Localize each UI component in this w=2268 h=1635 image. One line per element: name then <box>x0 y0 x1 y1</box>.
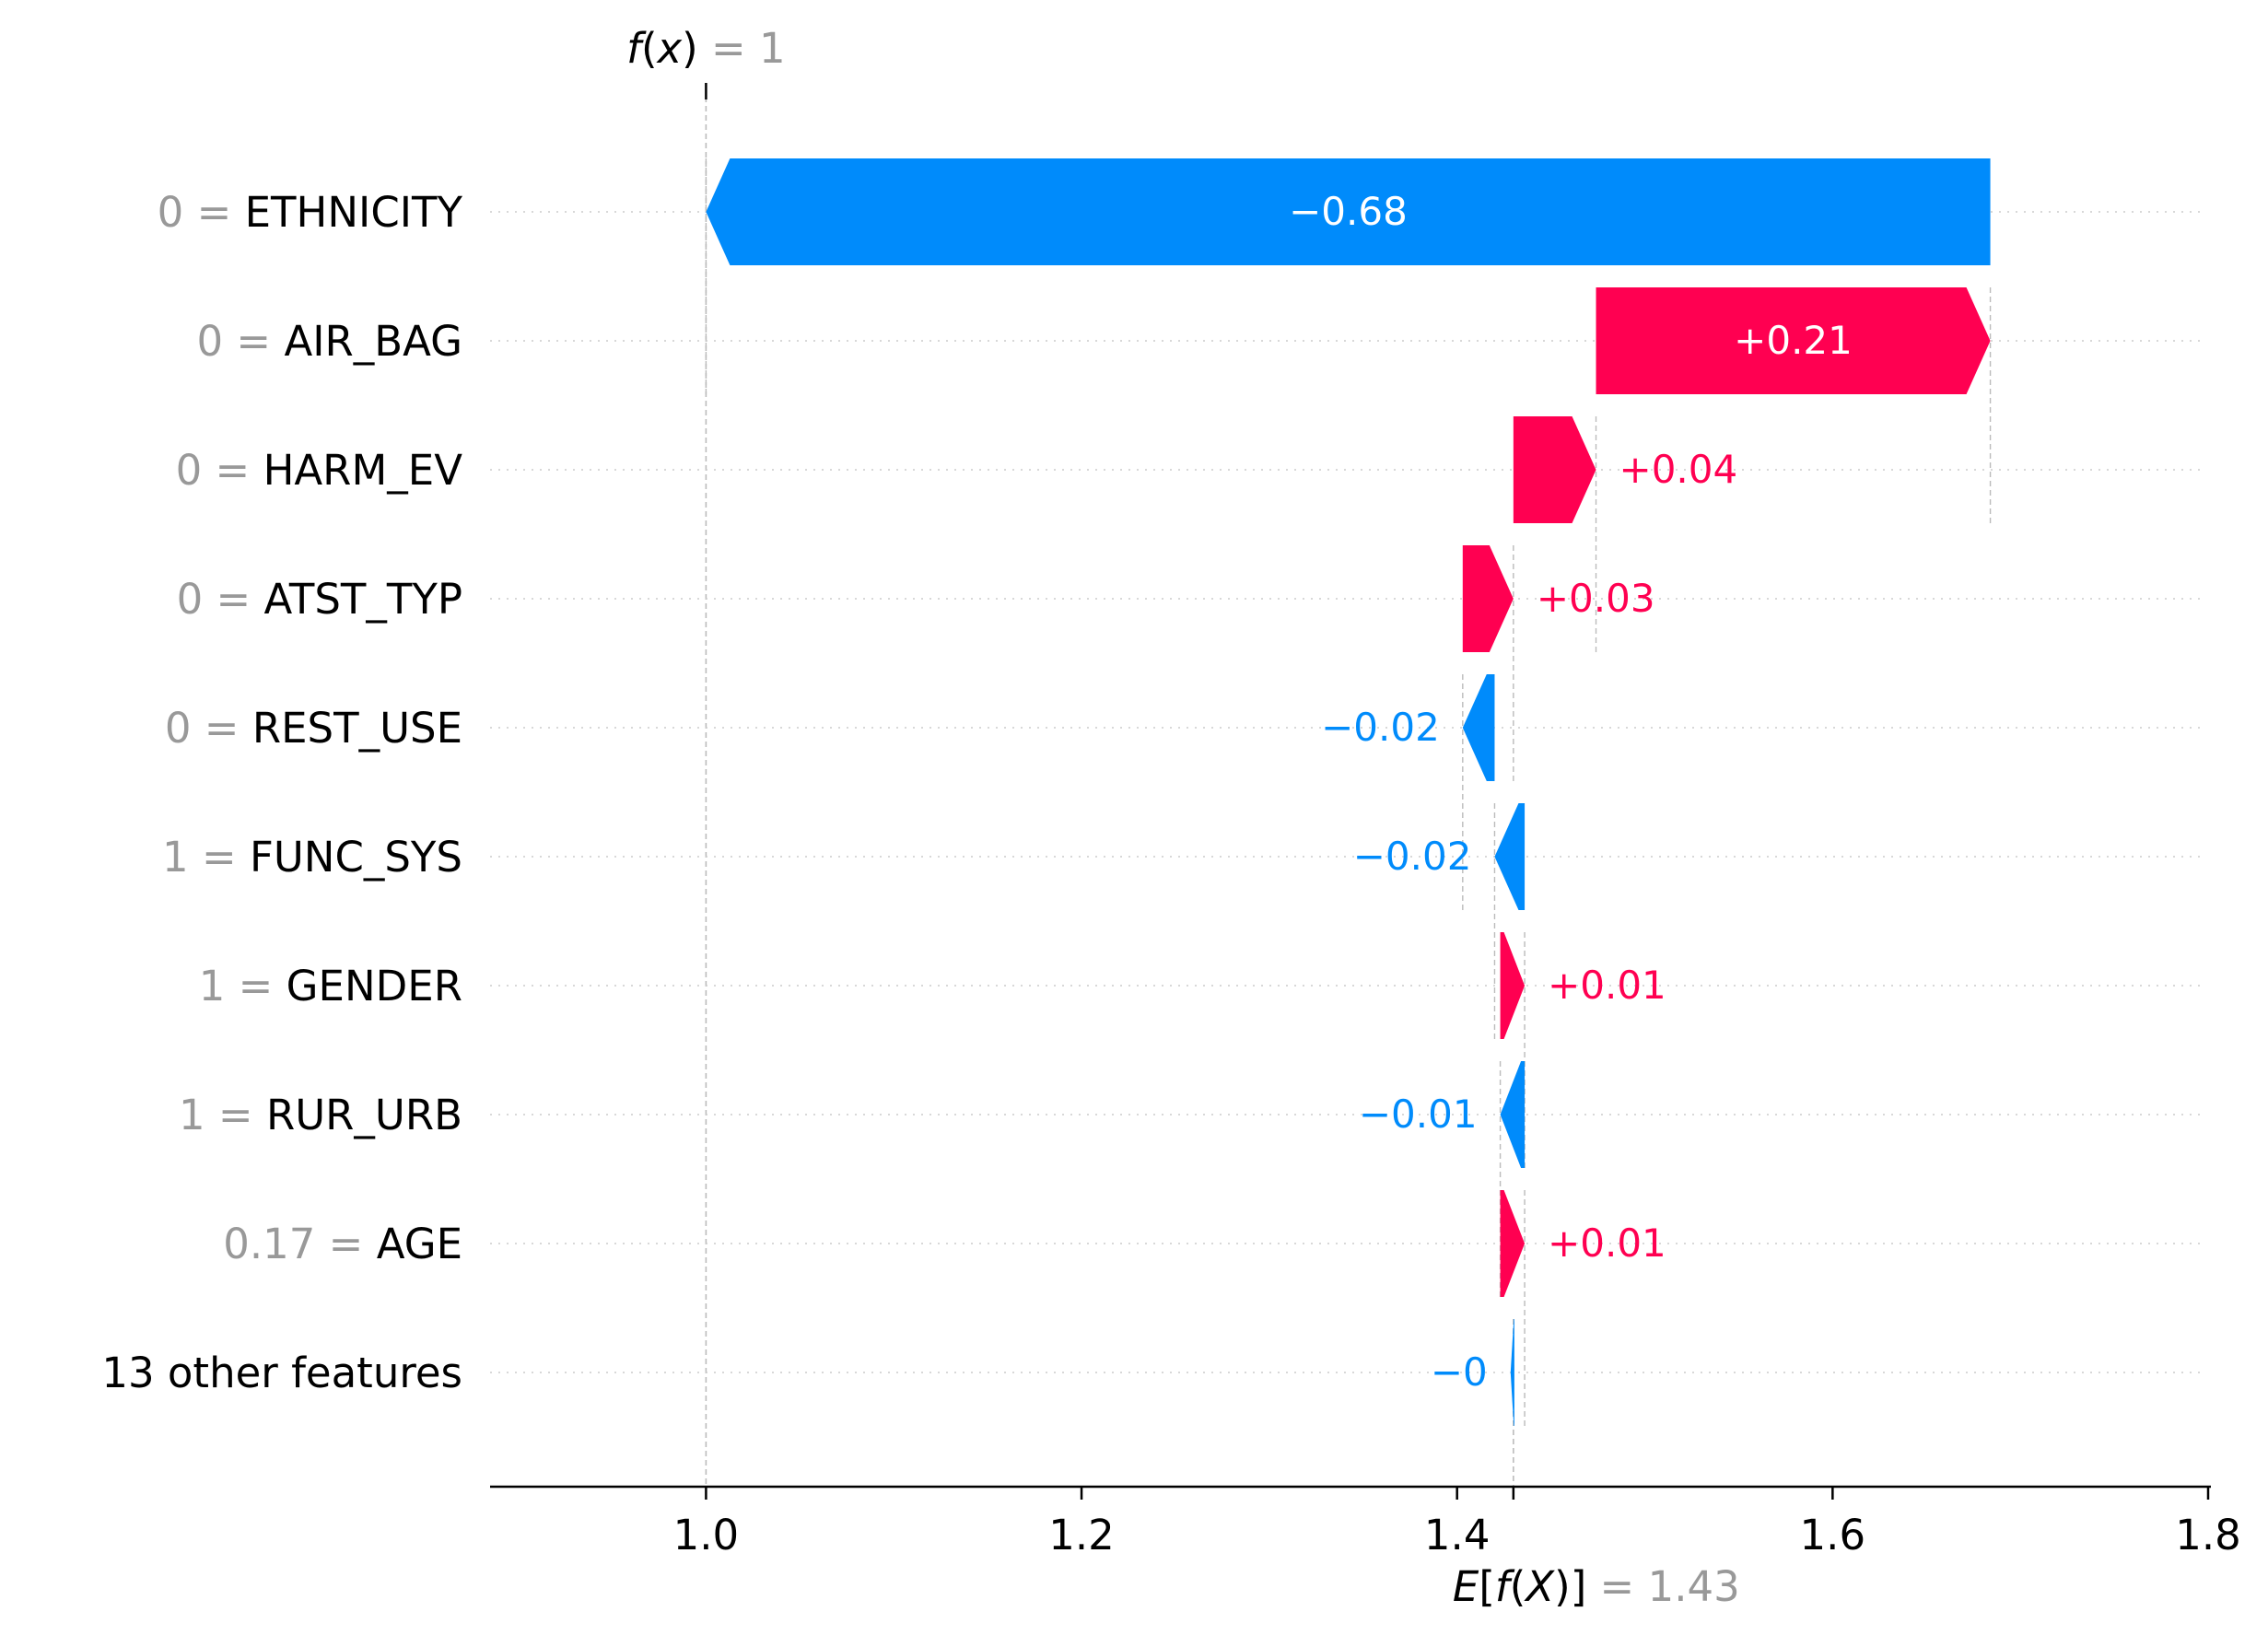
x-tick-label: 1.4 <box>1424 1511 1491 1559</box>
feature-value: 1 = <box>179 1091 266 1139</box>
feature-name: AIR_BAG <box>284 317 462 366</box>
fx-value: 1 <box>759 24 786 73</box>
feature-label: 0 = HARM_EV <box>176 446 463 495</box>
feature-name: GENDER <box>286 962 462 1010</box>
feature-name: HARM_EV <box>263 446 463 495</box>
feature-value: 0 = <box>158 188 245 237</box>
fx-eq: = <box>698 24 759 73</box>
feature-value: 0 = <box>165 704 252 753</box>
fx-open: ( <box>641 24 658 73</box>
x-tick-label: 1.0 <box>673 1511 740 1559</box>
feature-value: 0 = <box>196 317 284 366</box>
x-tick-label: 1.2 <box>1048 1511 1115 1559</box>
bar-ethnicity <box>706 158 1991 265</box>
feature-label: 0 = REST_USE <box>165 704 462 753</box>
bar-value-label: −0 <box>1431 1349 1488 1395</box>
bar-func-sys <box>1494 803 1526 910</box>
feature-label: 13 other features <box>101 1349 462 1397</box>
fx-label: f(x) = 1 <box>626 24 786 73</box>
fx-annotation: f(x) = 1 <box>626 24 786 73</box>
ex-open-bracket: [ <box>1479 1562 1495 1611</box>
bar-value-label: −0.02 <box>1321 705 1440 750</box>
feature-label: 1 = FUNC_SYS <box>162 833 462 882</box>
feature-value: 0 = <box>176 446 263 495</box>
feature-label: 1 = RUR_URB <box>179 1091 462 1139</box>
ex-eq: = <box>1586 1562 1647 1611</box>
feature-name: ATST_TYP <box>264 575 462 624</box>
feature-label: 1 = GENDER <box>199 962 462 1010</box>
x-tick-label: 1.8 <box>2175 1511 2241 1559</box>
bar-atst-typ <box>1462 545 1514 652</box>
bar-rest-use <box>1462 674 1495 781</box>
bar-value-label: +0.04 <box>1619 447 1738 492</box>
bar-harm-ev <box>1513 416 1596 523</box>
feature-name: ETHNICITY <box>245 188 463 237</box>
bar-age <box>1500 1190 1526 1297</box>
feature-value: 1 = <box>162 833 250 882</box>
feature-name: AGE <box>377 1220 462 1268</box>
bar-value-label: −0.68 <box>1289 189 1408 234</box>
feature-value: 0 = <box>177 575 264 624</box>
bar-rur-urb <box>1500 1061 1526 1168</box>
bar-13-other-features <box>1510 1319 1514 1426</box>
ex-open: ( <box>1510 1562 1526 1611</box>
fx-var: x <box>656 24 683 73</box>
bar-value-label: +0.01 <box>1548 1220 1666 1266</box>
bar-value-label: −0.01 <box>1359 1092 1478 1137</box>
ex-close-bracket: ] <box>1571 1562 1587 1611</box>
ex-label: E[f(X)] = 1.43 <box>1453 1562 1740 1611</box>
feature-name: FUNC_SYS <box>250 833 462 882</box>
x-tick-label: 1.6 <box>1800 1511 1866 1559</box>
fx-close: ) <box>682 24 698 73</box>
feature-name: RUR_URB <box>266 1091 462 1139</box>
bars: −0.68 +0.21 +0.04 +0.03 −0.02 −0.02 +0.01 −0.01… <box>706 158 1991 1426</box>
x-axis: 1.0 1.2 1.4 1.6 1.8 <box>490 1485 2241 1559</box>
feature-value: 1 = <box>199 962 286 1010</box>
ex-value: 1.43 <box>1648 1562 1740 1611</box>
feature-value: 0.17 = <box>223 1220 377 1268</box>
bar-gender <box>1500 932 1526 1039</box>
feature-name: REST_USE <box>252 704 462 753</box>
bar-air-bag <box>1596 287 1991 394</box>
feature-name: 13 other features <box>101 1349 462 1397</box>
ex-close: ) <box>1554 1562 1571 1611</box>
bar-value-label: +0.01 <box>1548 963 1666 1008</box>
feature-label: 0 = AIR_BAG <box>196 317 462 366</box>
feature-label: 0 = ATST_TYP <box>177 575 462 624</box>
expected-value-annotation: E[f(X)] = 1.43 <box>1453 1562 1740 1611</box>
bar-value-label: +0.03 <box>1537 576 1655 621</box>
feature-label: 0.17 = AGE <box>223 1220 462 1268</box>
bar-value-label: +0.21 <box>1734 318 1853 363</box>
ex-var: X <box>1524 1562 1555 1611</box>
bar-value-label: −0.02 <box>1353 834 1472 879</box>
ex-e: E <box>1453 1562 1479 1611</box>
feature-label: 0 = ETHNICITY <box>158 188 463 237</box>
